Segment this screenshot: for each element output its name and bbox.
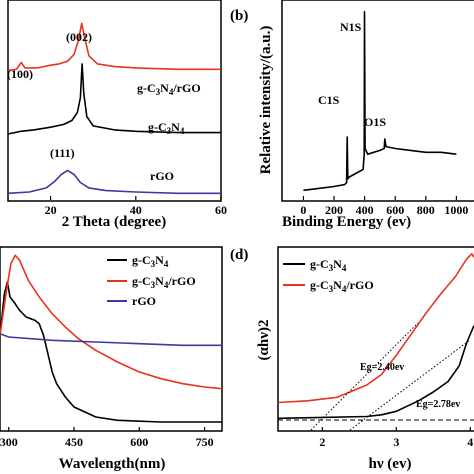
label-gcn-a: g-C3N4 (148, 120, 185, 136)
panel-d-plot (277, 253, 474, 420)
panel-b-ylabel: Relative intensity/(a.u.) (258, 26, 274, 175)
xtick-label-b-4: 800 (417, 203, 435, 217)
xtick-label-d-1: 3 (393, 435, 399, 449)
peak-label-111: (111) (50, 146, 75, 160)
xtick-label-b-1: 200 (325, 203, 343, 217)
series-line-d-0 (277, 325, 474, 420)
panel-c-plot (0, 254, 223, 423)
panel-d-xticks: 2 3 4 (319, 427, 473, 449)
eg-label-gcn: Eg=2.78ev (416, 399, 460, 410)
series-line-c-0 (0, 281, 222, 423)
xtick-label-a-1: 40 (130, 203, 142, 217)
panel-c-frame (0, 246, 223, 432)
panel-b-frame (281, 0, 474, 202)
xtick-label-d-2: 4 (467, 435, 473, 449)
xtick-label-c-3: 750 (196, 435, 214, 449)
panel-b-xlabel: Binding Energy (ev) (282, 214, 411, 230)
panel-b-plot (303, 10, 457, 192)
tangent-gcn-rgo (310, 322, 419, 431)
series-line-a-2 (7, 169, 221, 195)
panel-a-xlabel: 2 Theta (degree) (62, 214, 166, 230)
xtick-label-a-0: 20 (45, 203, 57, 217)
xtick-label-c-2: 600 (130, 435, 148, 449)
legend-gcn-d: g-C3N4 (310, 257, 347, 273)
panel-d-ylabel: (αhν)2 (256, 320, 272, 361)
legend-gcn-c: g-C3N4 (132, 253, 169, 269)
peak-label-100: (100) (7, 67, 33, 81)
panel-a-plot (7, 22, 221, 195)
peak-label-c1s: C1S (318, 93, 340, 107)
series-line-c-1 (0, 254, 223, 390)
panel-a-xticks: 20 40 60 (45, 196, 227, 217)
legend-gcn-rgo-d: g-C3N4/rGO (310, 278, 374, 294)
panel-a: 20 40 60 (100) (002) (111) g-C3N4/rGO g-C3… (7, 0, 227, 230)
panel-c-xticks: 300 450 600 750 (0, 427, 214, 449)
label-rgo-a: rGO (150, 169, 174, 183)
peak-label-o1s: O1S (364, 115, 386, 129)
label-gcn-rgo-a: g-C3N4/rGO (137, 81, 201, 97)
xtick-label-d-0: 2 (319, 435, 325, 449)
xtick-label-b-3: 600 (386, 203, 404, 217)
series-line-a-1 (7, 63, 221, 135)
panel-a-frame (7, 0, 222, 202)
xtick-label-a-2: 60 (215, 203, 227, 217)
panel-b-label: (b) (230, 8, 248, 24)
xtick-label-b-5: 1000 (444, 203, 468, 217)
panel-b: (b) 0 200 400 600 800 1000 N1S C1S O1S Relati… (230, 0, 474, 230)
panel-c-xlabel: Wavelength(nm) (59, 456, 166, 472)
peak-label-002: (002) (66, 30, 92, 44)
tangent-gcn (349, 339, 471, 431)
series-line-c-2 (0, 332, 222, 347)
xtick-label-b-2: 400 (356, 203, 374, 217)
series-line-a-0 (7, 22, 221, 72)
panel-d-xlabel: hν (ev) (369, 456, 412, 472)
eg-label-gcn-rgo: Eg=2.40ev (360, 362, 404, 373)
series-line-d-1 (277, 253, 474, 404)
xtick-label-c-0: 300 (0, 435, 18, 449)
panel-d-frame (277, 246, 474, 432)
panel-d: (d) 2 3 4 g-C3N4 g-C3N4/rGO Eg=2.40ev Eg=2… (230, 246, 474, 472)
series-line-b-0 (303, 10, 457, 192)
peak-label-n1s: N1S (340, 20, 362, 34)
legend-gcn-rgo-c: g-C3N4/rGO (132, 274, 196, 290)
panel-b-xticks: 0 200 400 600 800 1000 (300, 196, 468, 217)
panel-c: 300 450 600 750 g-C3N4 g-C3N4/rGO rGO Wavel… (0, 246, 223, 472)
legend-rgo-c: rGO (132, 294, 156, 308)
panel-d-label: (d) (230, 247, 248, 263)
xtick-label-c-1: 450 (65, 435, 83, 449)
xtick-label-b-0: 0 (300, 203, 306, 217)
